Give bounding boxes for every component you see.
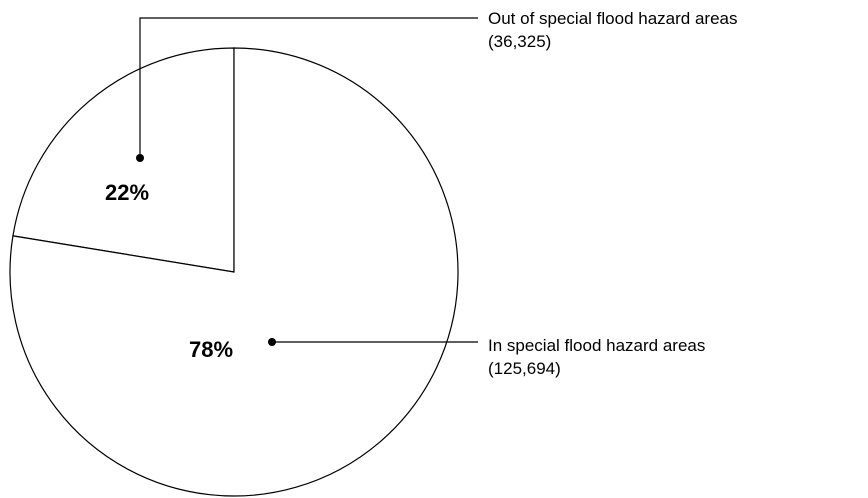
legend-out-of-sfha-count: (36,325) [488, 32, 551, 51]
leader-dot-out-of-sfha [136, 154, 144, 162]
pie-slices [9, 47, 459, 497]
leader-line-out-of-sfha [139, 17, 478, 158]
legend-in-sfha-name: In special flood hazard areas [488, 336, 705, 355]
leader-dot-in-sfha [268, 338, 276, 346]
pie-label-in-sfha-percent: 78% [189, 337, 233, 362]
pie-label-out-of-sfha-percent: 22% [105, 180, 149, 205]
legend-in-sfha-count: (125,694) [488, 359, 561, 378]
legend-out-of-sfha-name: Out of special flood hazard areas [488, 9, 737, 28]
pie-slice-in-sfha [9, 47, 459, 497]
pie-slice-out-of-sfha [12, 47, 235, 273]
